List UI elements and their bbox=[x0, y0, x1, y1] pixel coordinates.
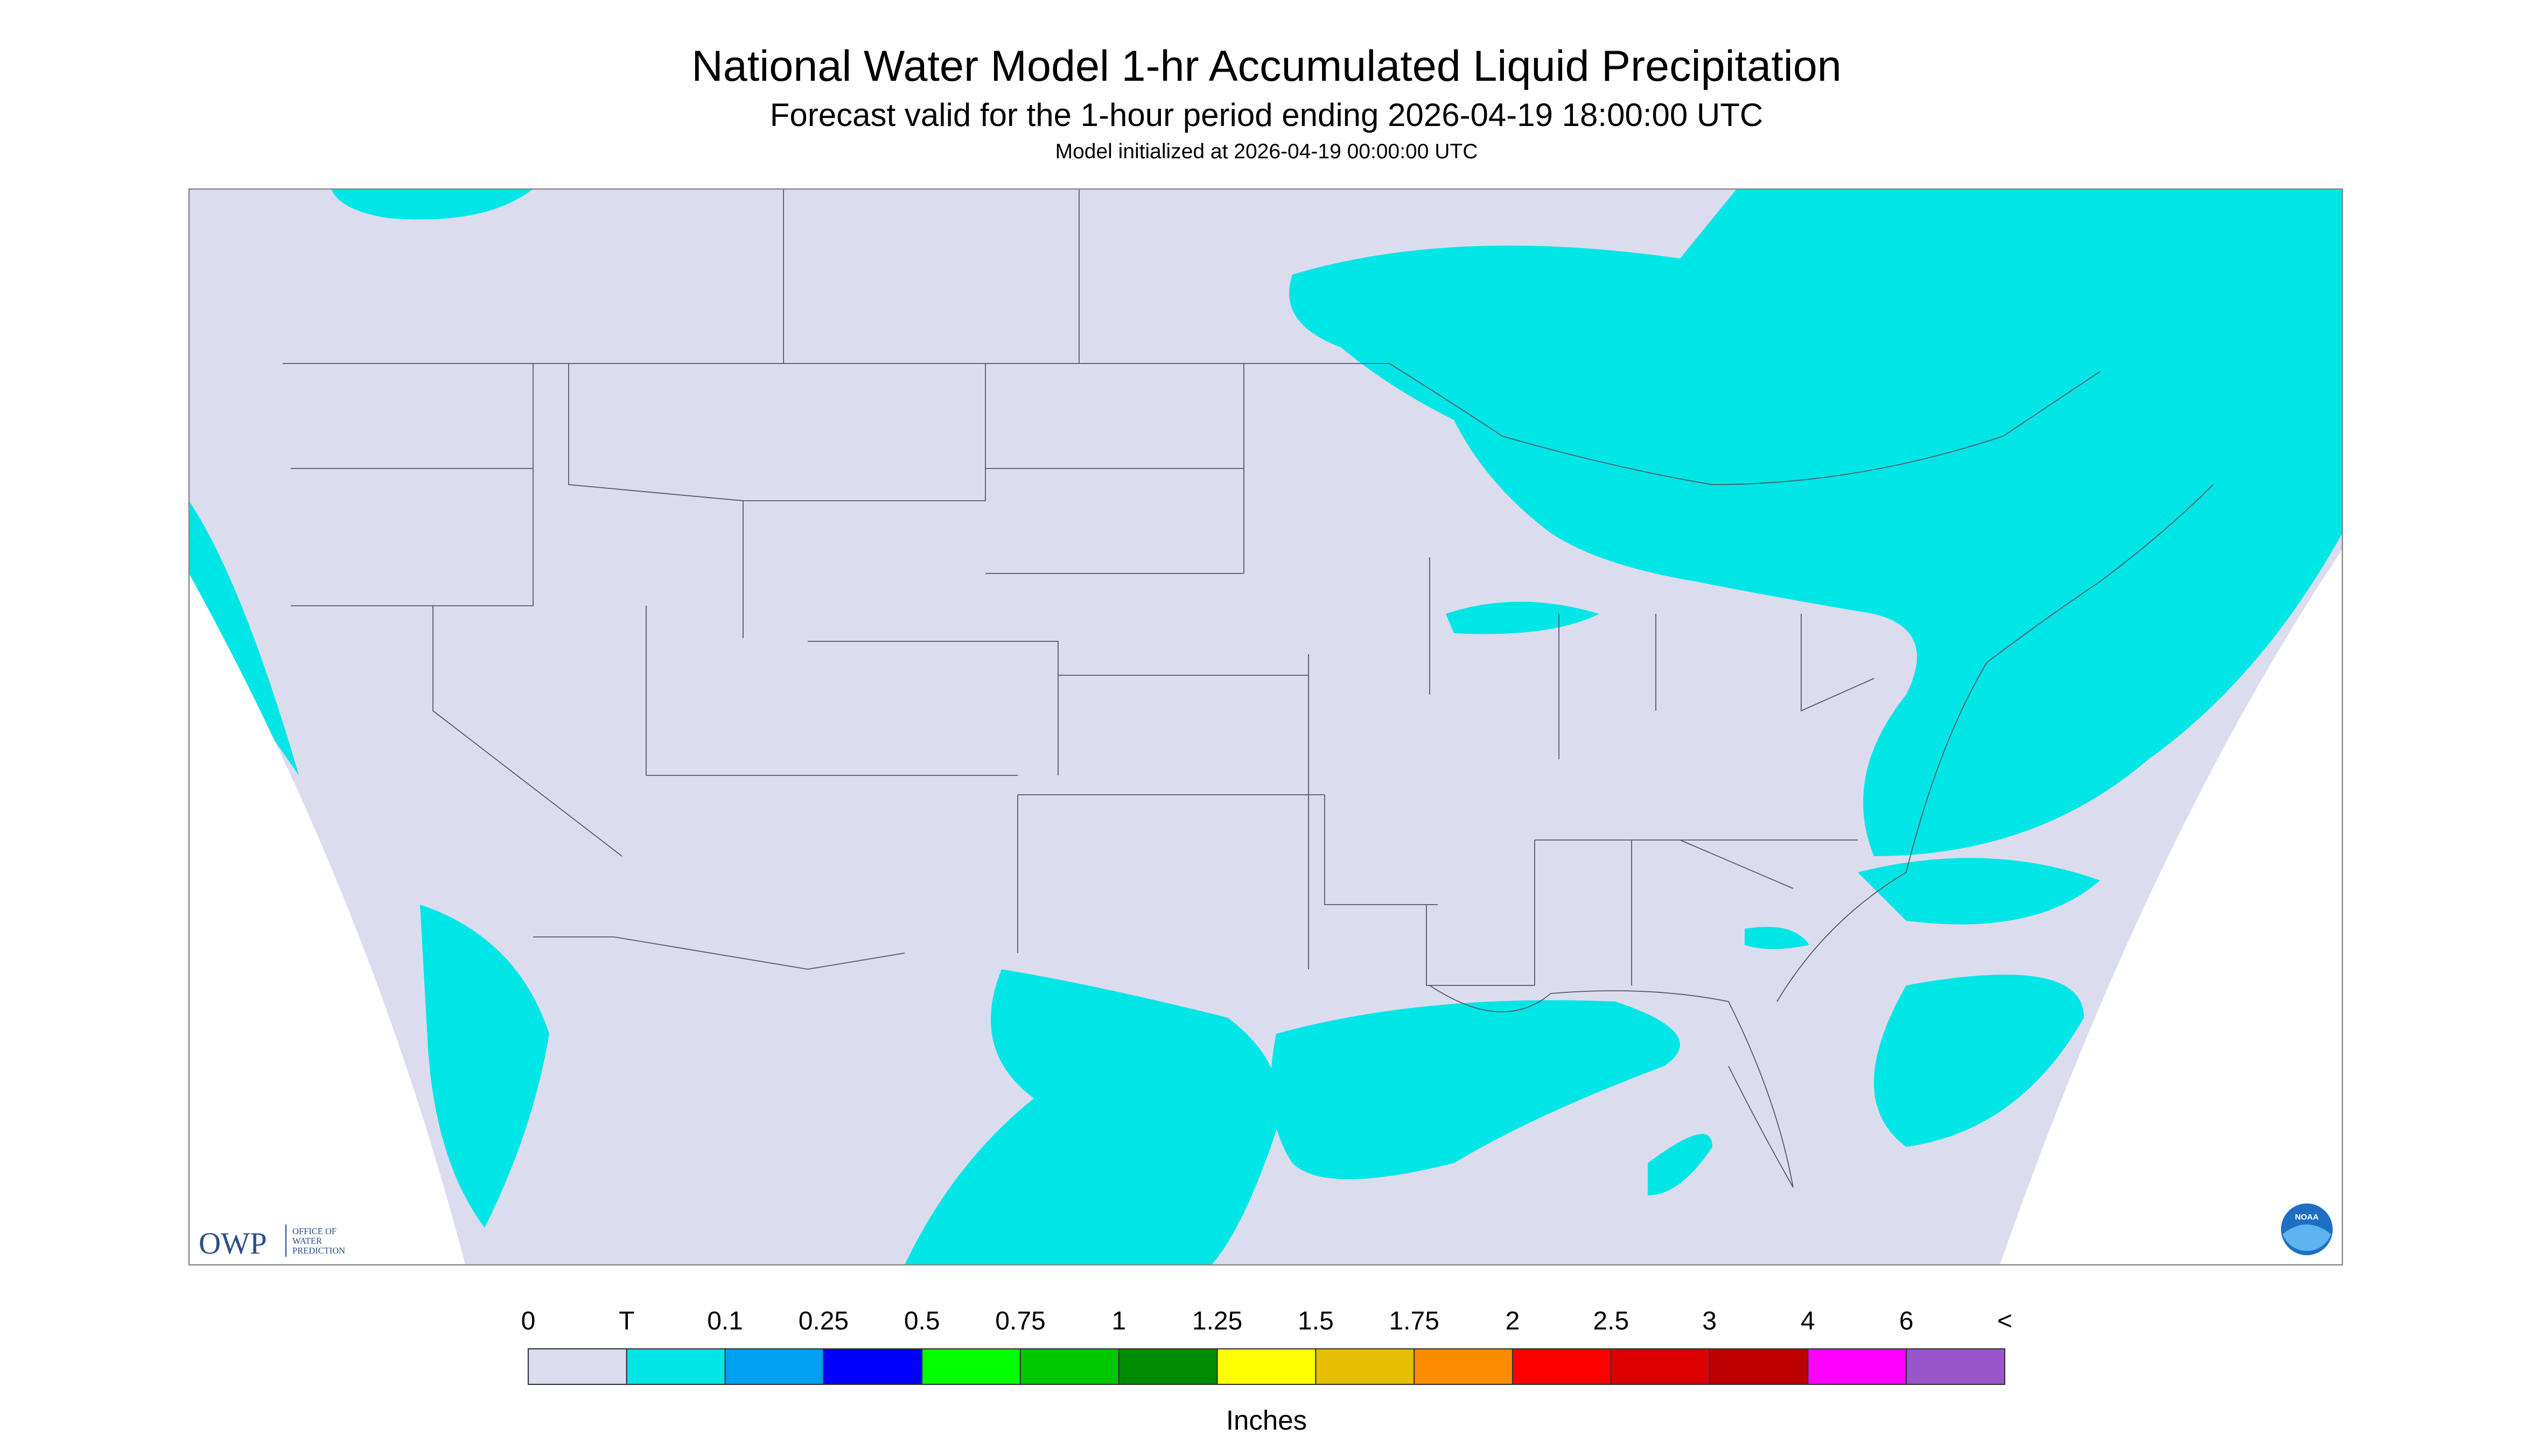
legend-swatch bbox=[724, 1348, 824, 1385]
legend: 0 T 0.1 0.25 0.5 0.75 1 1.25 1.5 1.75 2 2.5 3 4 6 < bbox=[521, 1307, 2012, 1385]
legend-label: 2.5 bbox=[1593, 1307, 1629, 1335]
legend-swatch bbox=[1414, 1348, 1514, 1385]
legend-label: 3 bbox=[1702, 1307, 1717, 1335]
legend-units: Inches bbox=[1226, 1405, 1307, 1436]
owp-name: PREDICTION bbox=[292, 1245, 345, 1256]
legend-swatch bbox=[1315, 1348, 1415, 1385]
noaa-wave bbox=[2283, 1224, 2331, 1251]
map-frame bbox=[188, 188, 2343, 1266]
legend-swatch bbox=[1807, 1348, 1907, 1385]
legend-swatch bbox=[1216, 1348, 1317, 1385]
legend-label: 1.5 bbox=[1298, 1307, 1334, 1335]
map: OWP OFFICE OF WATER PREDICTION NOAA bbox=[188, 188, 2343, 1266]
legend-label: 0.5 bbox=[904, 1307, 940, 1335]
owp-logo: OWP bbox=[199, 1227, 267, 1261]
legend-swatch bbox=[921, 1348, 1021, 1385]
legend-swatch bbox=[823, 1348, 923, 1385]
legend-swatch bbox=[1019, 1348, 1119, 1385]
noaa-text: NOAA bbox=[2295, 1213, 2319, 1222]
legend-swatch bbox=[1512, 1348, 1612, 1385]
legend-swatch bbox=[1906, 1348, 2006, 1385]
legend-label: 6 bbox=[1899, 1307, 1914, 1335]
legend-label: T bbox=[619, 1307, 634, 1335]
legend-label: 0.1 bbox=[707, 1307, 743, 1335]
precip-areas bbox=[189, 189, 2342, 1265]
boundaries bbox=[283, 189, 2214, 1188]
legend-label: 0.75 bbox=[995, 1307, 1045, 1335]
legend-swatch bbox=[626, 1348, 726, 1385]
init-time: Model initialized at 2026-04-19 00:00:00… bbox=[1055, 140, 1478, 163]
legend-label: 2 bbox=[1506, 1307, 1520, 1335]
legend-label: 1 bbox=[1111, 1307, 1126, 1335]
subtitle: Forecast valid for the 1-hour period end… bbox=[770, 97, 1763, 133]
legend-swatch bbox=[1610, 1348, 1710, 1385]
owp-name: OFFICE OF bbox=[292, 1226, 337, 1236]
legend-swatch bbox=[1709, 1348, 1809, 1385]
legend-label: 1.25 bbox=[1192, 1307, 1242, 1335]
owp-name: WATER bbox=[292, 1236, 322, 1246]
legend-label: < bbox=[1997, 1307, 2012, 1335]
legend-swatch bbox=[527, 1348, 627, 1385]
legend-swatch bbox=[1118, 1348, 1218, 1385]
legend-label: 1.75 bbox=[1389, 1307, 1439, 1335]
title: National Water Model 1-hr Accumulated Li… bbox=[691, 42, 1842, 90]
legend-label: 0.25 bbox=[799, 1307, 849, 1335]
legend-label: 4 bbox=[1801, 1307, 1815, 1335]
legend-label: 0 bbox=[521, 1307, 536, 1335]
